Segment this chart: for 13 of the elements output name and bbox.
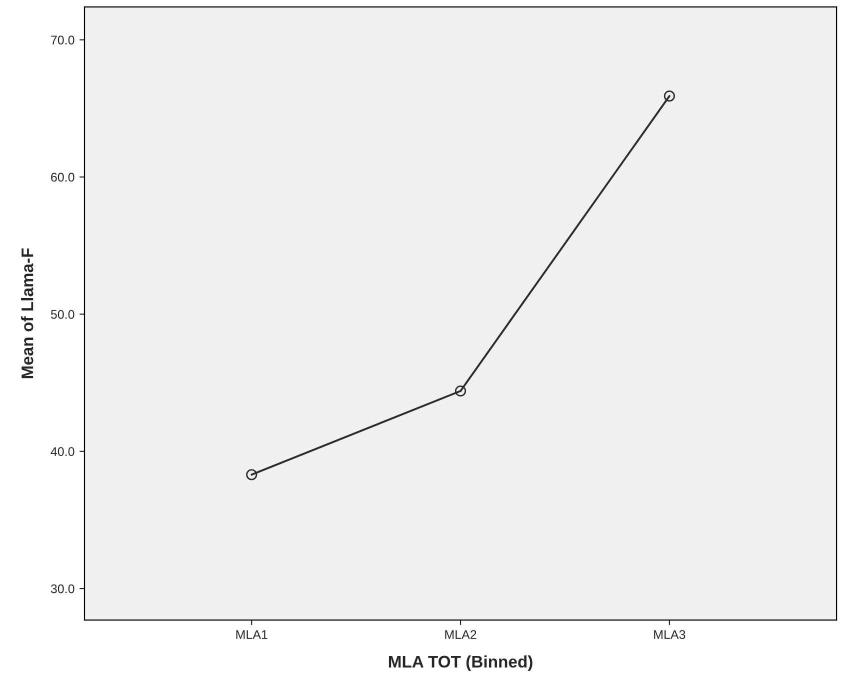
y-tick-label: 40.0 xyxy=(50,447,74,456)
x-tick-label: MLA3 xyxy=(654,630,686,640)
y-tick-label: 60.0 xyxy=(51,172,74,182)
x-axis-title: MLA TOT (Binned) xyxy=(388,655,532,671)
y-tick-label: 50.0 xyxy=(50,310,74,319)
point xyxy=(664,90,675,102)
x-tick-label: MLA2 xyxy=(445,630,476,639)
y-axis-title: Mean of Llama-F xyxy=(21,248,34,378)
point xyxy=(246,469,258,480)
y-tick-label: 30.0 xyxy=(50,584,74,594)
y-tick-label: 70.0 xyxy=(51,36,74,44)
x-tick-label: MLA1 xyxy=(236,630,268,639)
point xyxy=(454,385,466,397)
